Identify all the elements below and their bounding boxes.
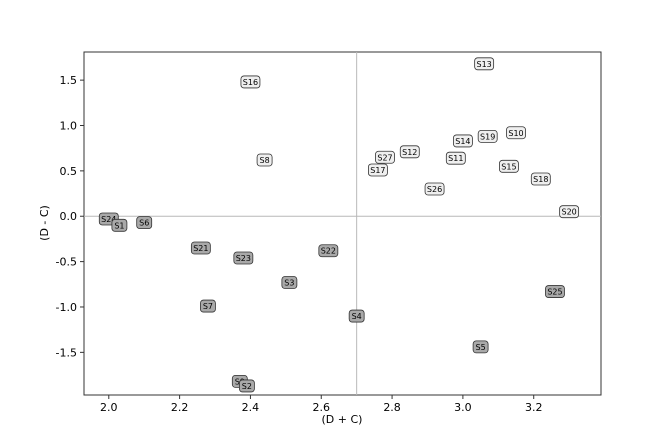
- y-tick-label: 1.0: [60, 120, 78, 133]
- point-text: S2: [242, 382, 252, 391]
- point-box: [545, 285, 565, 298]
- point-labels: S13 S16 S10 S19 S14 S12 S27 S11 S8 S15 S17 S18 S26 S2…: [98, 57, 580, 393]
- point-text: S6: [139, 219, 149, 228]
- point-text: S5: [476, 343, 486, 352]
- point-text: S17: [370, 166, 385, 175]
- x-axis-ticks: 2.0 2.2 2.4 2.6 2.8 3.0 3.2: [100, 395, 542, 414]
- point-text: S4: [352, 312, 362, 321]
- point-box: [477, 129, 498, 143]
- point-label-s18: S18: [530, 172, 551, 186]
- point-box: [399, 145, 420, 159]
- point-text: S18: [533, 175, 548, 184]
- point-text: S27: [377, 153, 392, 162]
- point-label-s26: S26: [424, 182, 445, 196]
- point-text: S7: [203, 302, 213, 311]
- y-tick-label: 1.5: [60, 74, 78, 87]
- point-box: [238, 379, 255, 393]
- y-tick-label: -1.5: [56, 346, 77, 359]
- point-box: [530, 172, 551, 186]
- x-axis-label: (D + C): [322, 413, 363, 426]
- point-label-s25: S25: [545, 285, 565, 298]
- point-box: [452, 134, 473, 148]
- point-text: S3: [284, 278, 294, 287]
- point-label-s20: S20: [559, 205, 580, 219]
- point-text: S19: [480, 132, 495, 141]
- point-label-s15: S15: [499, 159, 519, 173]
- point-box: [472, 340, 489, 354]
- x-tick-label: 2.2: [171, 401, 189, 414]
- y-tick-label: -0.5: [56, 256, 77, 269]
- point-label-s19: S19: [477, 129, 498, 143]
- point-box: [424, 182, 445, 196]
- point-label-s2: S2: [238, 379, 255, 393]
- point-label-s4: S4: [348, 309, 365, 323]
- point-text: S26: [427, 185, 442, 194]
- point-label-s10: S10: [506, 126, 526, 140]
- plot-frame: [83, 51, 602, 396]
- point-text: S10: [508, 129, 523, 138]
- point-box: [190, 241, 211, 255]
- point-text: S8: [260, 156, 270, 165]
- point-box: [318, 244, 339, 258]
- x-tick-label: 2.6: [313, 401, 331, 414]
- point-label-s11: S11: [445, 151, 466, 165]
- point-box: [111, 218, 128, 232]
- x-tick-label: 3.0: [454, 401, 472, 414]
- x-tick-label: 3.2: [525, 401, 543, 414]
- point-text: S13: [477, 60, 492, 69]
- point-text: S25: [547, 288, 562, 297]
- point-text: S12: [402, 148, 417, 157]
- point-label-s17: S17: [368, 163, 388, 177]
- point-text: S1: [114, 221, 124, 230]
- point-label-s13: S13: [474, 57, 495, 71]
- point-label-s16: S16: [240, 75, 261, 89]
- point-box: [233, 251, 254, 265]
- point-text: S16: [243, 78, 258, 87]
- point-box: [375, 150, 395, 164]
- point-box: [445, 151, 466, 165]
- point-text: S22: [321, 247, 336, 256]
- point-text: S21: [193, 244, 208, 253]
- point-label-s12: S12: [399, 145, 420, 159]
- point-box: [368, 163, 388, 177]
- point-label-s5: S5: [472, 340, 489, 354]
- point-box: [200, 299, 216, 313]
- point-label-s14: S14: [452, 134, 473, 148]
- y-axis-ticks: -1.5 -1.0 -0.5 0.0 0.5 1.0 1.5: [56, 74, 84, 359]
- point-text: S15: [501, 162, 516, 171]
- point-label-s23: S23: [233, 251, 254, 265]
- point-label-s1: S1: [111, 218, 128, 232]
- y-tick-label: 0.5: [60, 165, 78, 178]
- point-text: S24: [101, 215, 116, 224]
- point-text: S11: [448, 154, 463, 163]
- point-box: [256, 153, 273, 167]
- point-label-s21: S21: [190, 241, 211, 255]
- y-tick-label: 0.0: [60, 210, 78, 223]
- point-label-s6: S6: [136, 216, 153, 229]
- point-box: [499, 159, 519, 173]
- point-text: S14: [455, 137, 470, 146]
- y-tick-label: -1.0: [56, 301, 77, 314]
- point-label-s27: S27: [375, 150, 395, 164]
- point-label-s3: S3: [281, 276, 298, 289]
- point-box: [474, 57, 495, 71]
- x-tick-label: 2.8: [383, 401, 401, 414]
- point-box: [240, 75, 261, 89]
- point-box: [559, 205, 580, 219]
- point-box: [348, 309, 365, 323]
- x-tick-label: 2.4: [242, 401, 260, 414]
- point-text: S23: [236, 254, 251, 263]
- point-box: [506, 126, 526, 140]
- y-axis-label: (D - C): [38, 205, 51, 241]
- point-box: [136, 216, 153, 229]
- point-label-s22: S22: [318, 244, 339, 258]
- point-text: S20: [561, 208, 576, 217]
- point-box: [281, 276, 298, 289]
- x-tick-label: 2.0: [100, 401, 118, 414]
- point-label-s7: S7: [200, 299, 216, 313]
- point-label-s8: S8: [256, 153, 273, 167]
